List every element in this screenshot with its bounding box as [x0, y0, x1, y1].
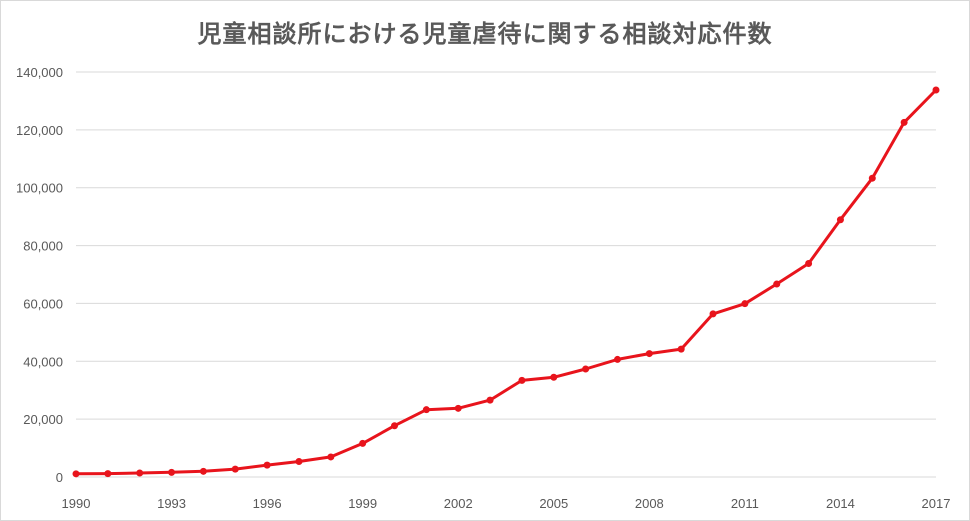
y-tick-label: 40,000: [23, 354, 63, 369]
data-point: [773, 280, 781, 288]
y-tick-label: 100,000: [16, 181, 63, 196]
data-point: [613, 355, 621, 363]
x-tick-label: 1996: [253, 496, 282, 511]
y-tick-label: 60,000: [23, 296, 63, 311]
y-axis-labels: 0 20,000 40,000 60,000 80,000 100,000 120,000 1…: [16, 65, 63, 485]
data-point: [168, 468, 176, 476]
data-point: [136, 469, 144, 477]
data-point: [454, 404, 462, 412]
data-point: [677, 345, 685, 353]
data-point: [359, 439, 367, 447]
data-point: [645, 350, 653, 358]
data-point: [582, 365, 590, 373]
y-tick-label: 80,000: [23, 239, 63, 254]
x-tick-label: 2014: [826, 496, 855, 511]
x-tick-label: 2002: [444, 496, 473, 511]
data-point: [199, 467, 207, 475]
gridlines: [76, 71, 936, 478]
x-tick-label: 2005: [539, 496, 568, 511]
x-tick-label: 1999: [348, 496, 377, 511]
x-tick-label: 2008: [635, 496, 664, 511]
series-group: [72, 86, 940, 478]
data-point: [550, 373, 558, 381]
data-point: [263, 461, 271, 469]
chart-title: 児童相談所における児童虐待に関する相談対応件数: [197, 20, 773, 48]
data-point: [932, 86, 940, 94]
data-point: [327, 453, 335, 461]
data-point: [295, 458, 303, 466]
data-point: [72, 470, 80, 478]
data-point: [104, 470, 112, 478]
x-tick-label: 1993: [157, 496, 186, 511]
data-point: [422, 406, 430, 414]
y-tick-label: 0: [56, 470, 63, 485]
data-point: [486, 396, 494, 404]
y-tick-label: 20,000: [23, 412, 63, 427]
data-point: [709, 310, 717, 318]
data-point: [391, 422, 399, 430]
x-tick-label: 2011: [731, 496, 759, 511]
data-point: [741, 300, 749, 308]
data-point: [836, 216, 844, 224]
y-tick-label: 140,000: [16, 65, 63, 80]
data-point: [518, 376, 526, 384]
series-line: [74, 88, 938, 476]
data-point: [868, 174, 876, 182]
data-point: [231, 465, 239, 473]
y-tick-label: 120,000: [16, 123, 63, 138]
data-point: [805, 260, 813, 268]
x-axis-labels: 1990 1993 1996 1999 2002 2005 2008 2011 2014 2017: [62, 496, 951, 511]
data-point: [900, 118, 908, 126]
x-tick-label: 1990: [62, 496, 91, 511]
x-tick-label: 2017: [922, 496, 951, 511]
